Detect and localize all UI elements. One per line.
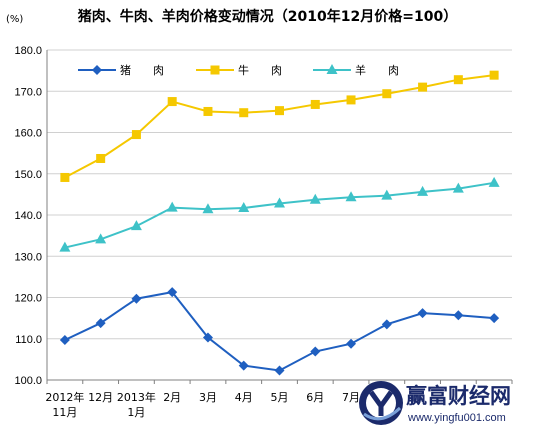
data-point-2	[345, 191, 357, 202]
data-point-2	[95, 233, 107, 244]
data-point-1	[489, 70, 499, 80]
legend-label: 猪 肉	[120, 64, 164, 77]
y-tick-label: 140.0	[14, 210, 42, 222]
x-tick-label: 3月	[199, 391, 217, 404]
data-point-1	[275, 106, 284, 116]
data-point-2	[417, 185, 429, 196]
data-point-2	[202, 203, 214, 214]
data-point-0	[489, 313, 500, 324]
y-tick-label: 150.0	[14, 169, 42, 181]
x-tick-label-line2: 11月	[52, 406, 77, 419]
data-point-2	[381, 189, 393, 200]
data-point-2	[488, 176, 500, 187]
data-point-0	[310, 346, 321, 357]
data-point-1	[167, 97, 177, 107]
x-tick-label: 2013年	[117, 390, 156, 404]
data-point-1	[418, 82, 428, 92]
data-point-2	[238, 201, 250, 212]
data-point-0	[131, 293, 142, 304]
data-point-1	[239, 108, 249, 118]
series-line-0	[64, 291, 495, 372]
data-point-0	[238, 360, 249, 371]
x-tick-label: 7月	[342, 391, 360, 404]
data-point-0	[95, 318, 106, 329]
data-point-2	[452, 182, 464, 193]
watermark-logo: 赢富财经网 www.yingfu001.com	[356, 376, 531, 432]
data-point-1	[310, 99, 320, 109]
y-axis-unit-label: (%)	[6, 14, 23, 25]
data-point-1	[203, 106, 213, 116]
data-point-0	[346, 338, 357, 349]
y-tick-label: 130.0	[14, 251, 42, 263]
legend-label: 羊 肉	[355, 63, 399, 77]
data-point-2	[309, 193, 321, 204]
watermark-brand: 赢富财经网	[406, 384, 511, 408]
data-point-2	[166, 201, 178, 212]
legend-marker	[210, 65, 220, 75]
x-tick-label: 6月	[306, 391, 324, 404]
legend-label: 牛 肉	[238, 63, 282, 77]
y-tick-label: 180.0	[14, 45, 42, 57]
data-point-0	[274, 365, 285, 376]
x-tick-label: 4月	[235, 391, 253, 404]
legend-marker	[326, 64, 338, 74]
data-point-1	[131, 130, 141, 140]
data-point-1	[382, 89, 392, 99]
x-tick-label: 2月	[163, 391, 181, 404]
data-point-0	[453, 310, 464, 321]
y-tick-label: 170.0	[14, 86, 42, 98]
data-point-2	[274, 197, 285, 208]
y-tick-label: 100.0	[14, 375, 42, 387]
y-tick-label: 160.0	[14, 128, 42, 140]
y-tick-label: 120.0	[14, 293, 42, 305]
data-point-0	[202, 332, 213, 343]
x-tick-label: 5月	[271, 391, 289, 404]
data-point-2	[130, 220, 142, 231]
data-point-0	[59, 334, 70, 345]
data-point-2	[59, 241, 71, 252]
data-point-1	[96, 153, 106, 163]
data-point-0	[381, 319, 392, 330]
data-point-0	[167, 287, 178, 298]
x-tick-label: 2012年	[45, 390, 84, 404]
chart-title: 猪肉、牛肉、羊肉价格变动情况（2010年12月价格=100）	[77, 9, 458, 25]
x-tick-label-line2: 1月	[127, 406, 145, 419]
yingfu-logo-icon	[359, 381, 403, 425]
legend-marker	[92, 65, 102, 75]
watermark-url: www.yingfu001.com	[408, 412, 506, 424]
data-point-0	[417, 308, 428, 319]
data-point-1	[453, 75, 463, 85]
x-tick-label: 12月	[88, 391, 113, 404]
series-line-1	[64, 74, 495, 179]
y-tick-label: 110.0	[15, 334, 42, 346]
data-point-1	[60, 172, 70, 182]
data-point-1	[346, 95, 356, 105]
